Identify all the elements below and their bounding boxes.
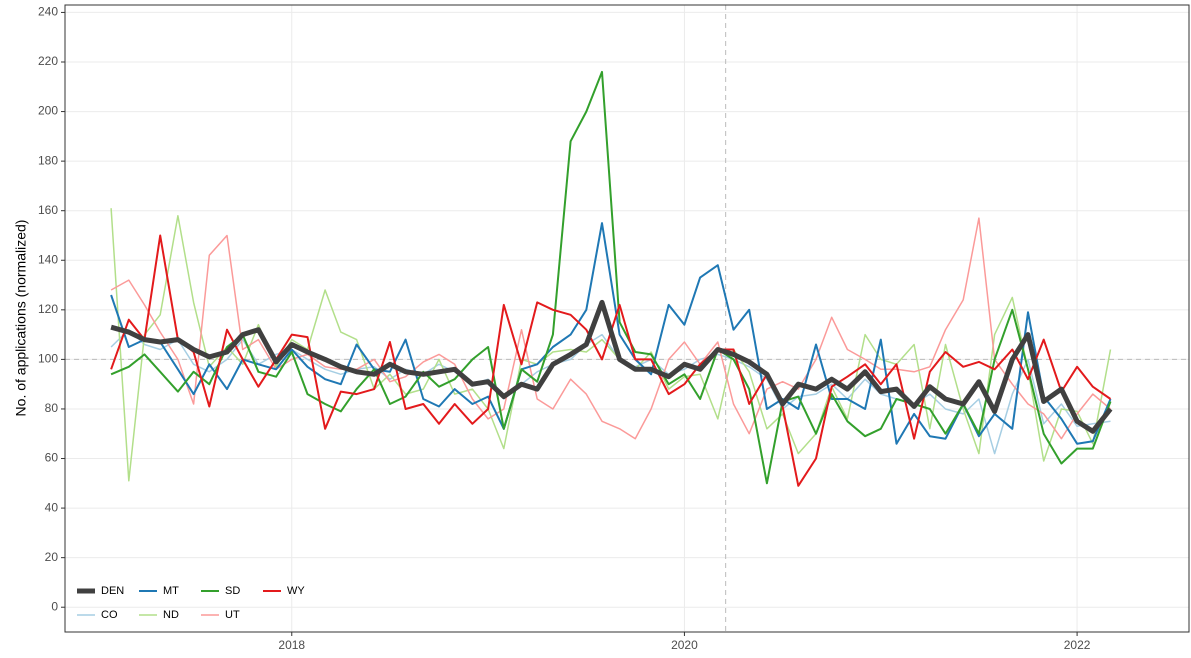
x-tick-label: 2020 [671,638,698,652]
y-tick-label: 200 [38,104,58,118]
y-tick-label: 180 [38,153,58,167]
legend-label: DEN [101,585,124,597]
series-line [110,217,1111,440]
y-tick-label: 80 [45,401,59,415]
plot-border [64,4,1190,633]
legend-label: CO [101,609,118,621]
y-tick-label: 120 [38,302,58,316]
series-line [110,70,1112,485]
plot-panel [65,5,1189,632]
y-tick-label: 20 [45,550,59,564]
y-axis-title: No. of applications (normalized) [13,220,29,417]
y-tick-label: 40 [45,500,59,514]
x-tick-label: 2018 [278,638,305,652]
legend-label: MT [163,585,179,597]
x-tick-label: 2022 [1064,638,1091,652]
y-tick-label: 160 [38,203,58,217]
series-line [110,222,1112,445]
y-tick-label: 100 [38,352,58,366]
y-tick-label: 0 [51,599,58,613]
y-tick-label: 60 [45,451,59,465]
legend-label: UT [225,609,240,621]
series-line [110,299,1113,434]
legend-label: WY [287,585,305,597]
legend-label: ND [163,609,179,621]
y-tick-label: 140 [38,252,58,266]
legend-label: SD [225,585,240,597]
y-tick-label: 240 [38,5,58,19]
y-tick-label: 220 [38,54,58,68]
